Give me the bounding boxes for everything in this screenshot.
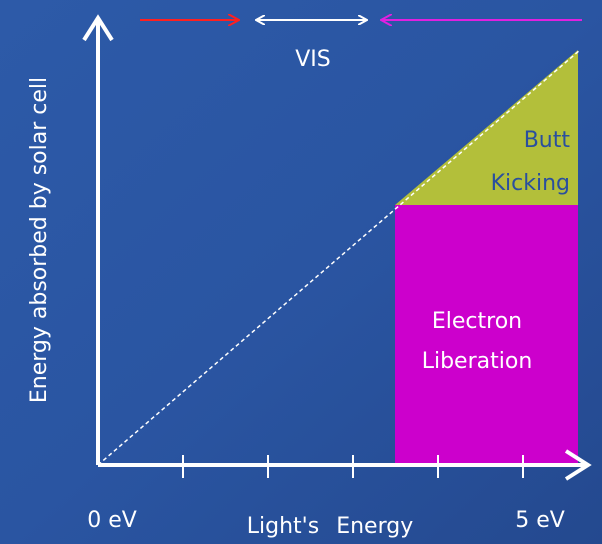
x-start-label: 0 eV [87, 508, 137, 533]
x-end-label: 5 eV [515, 508, 565, 533]
x-axis-label: Light's Energy [247, 514, 413, 539]
x-ticks [182, 455, 524, 478]
lower-region-label: Liberation [422, 349, 533, 374]
lower-region [395, 205, 578, 465]
upper-region [395, 50, 578, 205]
upper-region-label: Butt [524, 128, 571, 153]
diagonal [97, 49, 581, 466]
lower-region-label: Electron [432, 309, 522, 334]
y-axis-arrow [82, 14, 114, 42]
x-axis-arrow [564, 449, 592, 481]
y-axis-label: Energy absorbed by solar cell [27, 77, 52, 403]
vis-label: VIS [295, 47, 331, 72]
upper-region-label: Kicking [491, 171, 570, 196]
